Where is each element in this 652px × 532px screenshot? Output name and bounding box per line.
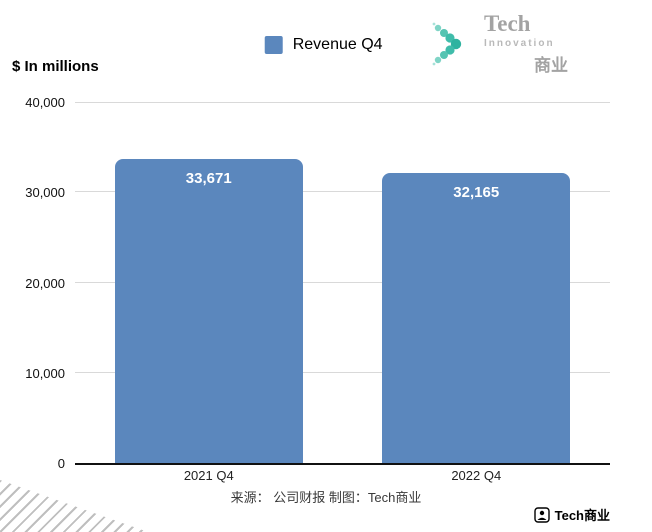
gridline <box>75 281 610 283</box>
gridline <box>75 191 610 193</box>
tech-innovation-logo: Tech Innovation 商业 <box>432 12 568 76</box>
chevron-dots-icon <box>432 22 462 66</box>
plot-area: 33,671 32,165 <box>75 102 610 465</box>
y-tick-label: 0 <box>57 456 65 471</box>
bar-value-label: 33,671 <box>185 170 232 188</box>
legend-swatch <box>264 36 283 54</box>
wechat-official-account-icon <box>533 506 550 523</box>
y-tick-label: 30,000 <box>25 185 65 201</box>
legend-label: Revenue Q4 <box>292 36 383 53</box>
x-axis-labels: 2021 Q4 2022 Q4 <box>75 468 610 483</box>
y-axis-ticks: 0 10,000 20,000 30,000 40,000 <box>0 95 65 471</box>
account-watermark: Tech商业 <box>533 505 610 524</box>
legend: Revenue Q4 <box>264 36 383 54</box>
bar-cell: 33,671 <box>75 159 343 463</box>
account-label: Tech商业 <box>554 508 610 523</box>
y-tick-label: 10,000 <box>25 365 65 381</box>
x-axis-label: 2021 Q4 <box>183 468 234 483</box>
bar-2021-q4: 33,671 <box>114 159 303 463</box>
source-caption: 来源： 公司财报 制图：Tech商业 <box>230 490 422 505</box>
bar-cell: 32,165 <box>343 172 611 463</box>
y-tick-label: 40,000 <box>25 95 65 110</box>
x-axis-label: 2022 Q4 <box>451 468 502 483</box>
gridline <box>75 371 610 373</box>
bars-row: 33,671 32,165 <box>75 102 610 463</box>
gridlines <box>75 102 610 463</box>
logo-text: Tech Innovation 商业 <box>484 12 568 76</box>
logo-innovation-text: Innovation <box>484 38 555 49</box>
y-axis-units-note: $ In millions <box>12 58 99 75</box>
bar-2022-q4: 32,165 <box>382 172 571 463</box>
bar-value-label: 32,165 <box>453 183 500 201</box>
y-tick-label: 20,000 <box>25 275 65 291</box>
logo-tech-text: Tech <box>484 11 531 36</box>
gridline <box>75 102 610 103</box>
logo-cn-text: 商业 <box>534 56 568 75</box>
